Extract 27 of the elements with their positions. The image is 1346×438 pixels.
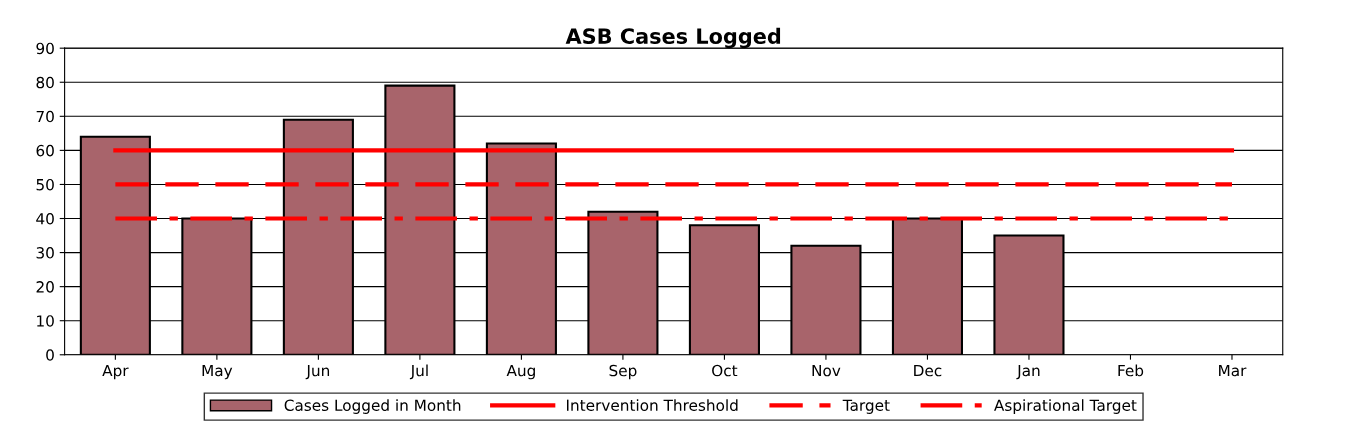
y-tick-label: 90 xyxy=(36,42,54,55)
x-tick-label: Aug xyxy=(506,364,535,380)
x-tick-label: Nov xyxy=(812,364,841,377)
y-tick-label: 10 xyxy=(37,315,54,327)
x-tick-label: Apr xyxy=(102,364,129,380)
x-tick-label: Mar xyxy=(1219,364,1247,377)
y-tick-label: 60 xyxy=(36,144,54,157)
y-tick-label: 70 xyxy=(36,110,54,123)
y-tick-label: 50 xyxy=(36,178,54,191)
legend-label: Cases Logged in Month xyxy=(284,399,461,414)
legend-label: Target xyxy=(842,399,890,414)
x-tick-label: Oct xyxy=(712,364,738,377)
legend-label: Intervention Threshold xyxy=(566,399,738,412)
x-tick-label: Feb xyxy=(1118,364,1144,377)
legend-label: Aspirational Target xyxy=(994,399,1137,414)
x-tick-label: Jun xyxy=(305,364,330,380)
y-tick-label: 40 xyxy=(36,212,54,225)
y-tick-label: 80 xyxy=(36,76,54,89)
x-tick-label: Jan xyxy=(1016,364,1040,380)
y-tick-label: 0 xyxy=(46,349,54,361)
x-tick-label: Sep xyxy=(609,364,637,380)
chart-title: ASB Cases Logged xyxy=(565,27,781,49)
y-tick-label: 20 xyxy=(36,281,54,293)
x-tick-label: May xyxy=(202,364,233,380)
y-tick-label: 30 xyxy=(36,247,54,259)
x-tick-label: Dec xyxy=(914,364,942,377)
x-tick-label: Jul xyxy=(409,364,428,380)
